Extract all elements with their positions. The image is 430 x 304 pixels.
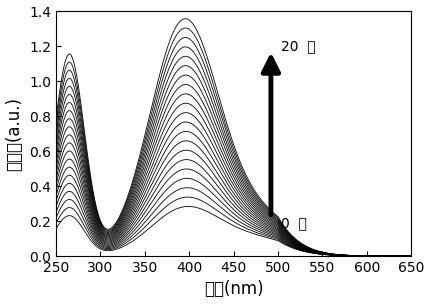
X-axis label: 波长(nm): 波长(nm) [204,281,264,299]
Y-axis label: 吸光度(a.u.): 吸光度(a.u.) [6,97,24,171]
Text: 0  倍: 0 倍 [281,216,307,230]
Text: 20  倍: 20 倍 [281,39,315,53]
